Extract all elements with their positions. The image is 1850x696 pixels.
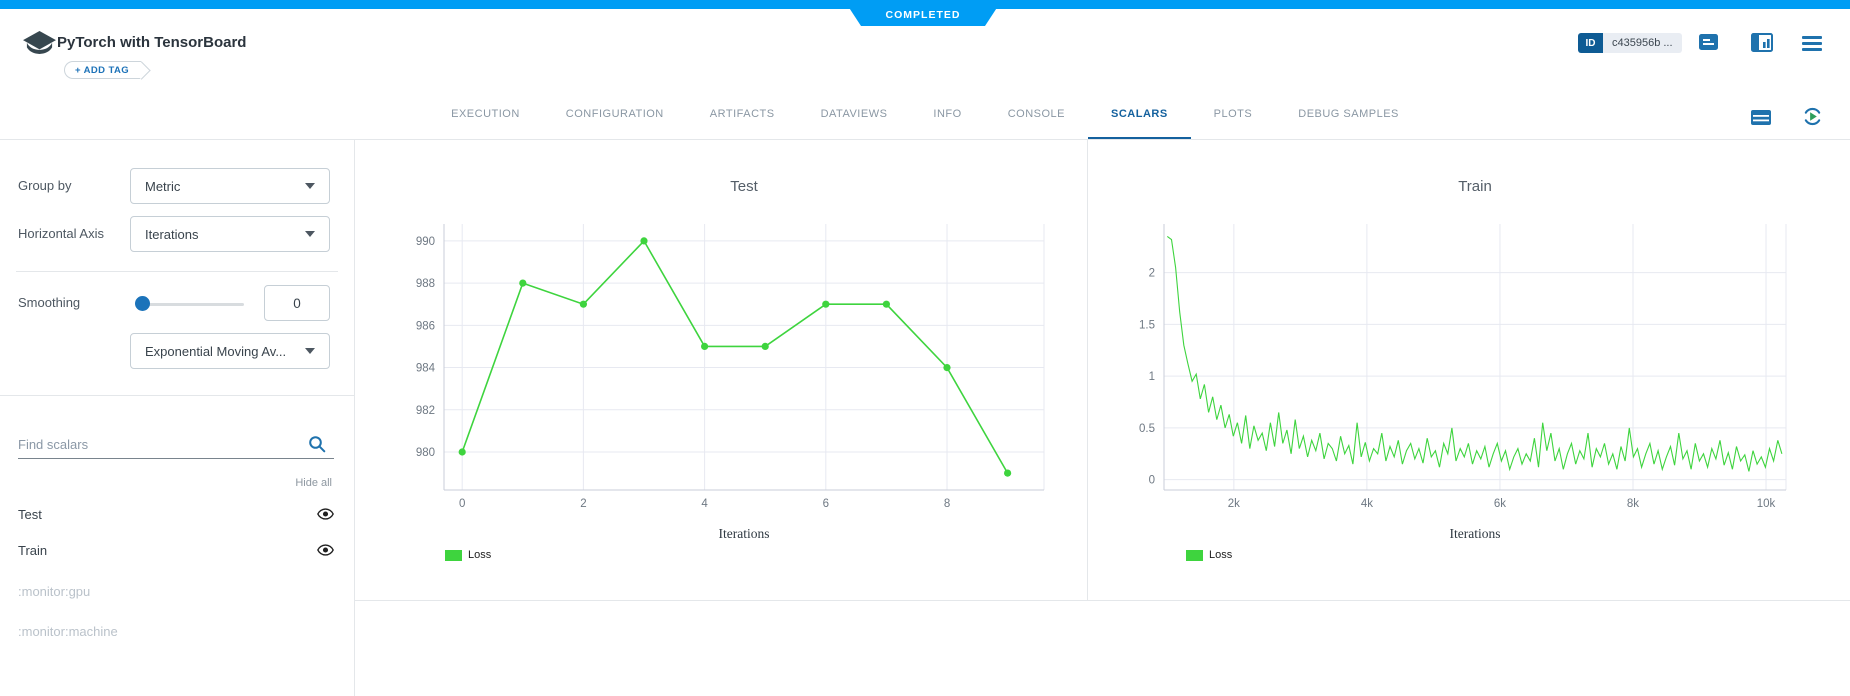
chart-title: Train — [1458, 178, 1492, 195]
smoothing-label: Smoothing — [18, 295, 81, 310]
horizontal-axis-label: Horizontal Axis — [18, 226, 104, 241]
horizontal-axis-select[interactable]: Iterations — [130, 216, 330, 252]
svg-text:986: 986 — [416, 320, 435, 332]
svg-text:0: 0 — [459, 498, 465, 510]
svg-text:2: 2 — [1149, 268, 1155, 280]
tab-configuration[interactable]: CONFIGURATION — [565, 107, 664, 120]
svg-text:4: 4 — [701, 498, 708, 510]
find-scalars-field — [18, 430, 334, 459]
id-value: c435956b ... — [1603, 33, 1682, 53]
monitor-row--monitor-machine[interactable]: :monitor:machine — [18, 624, 118, 639]
x-axis-label: Iterations — [718, 526, 770, 541]
svg-text:8: 8 — [944, 498, 950, 510]
group-by-select[interactable]: Metric — [130, 168, 330, 204]
smoothing-type-value: Exponential Moving Av... — [145, 343, 287, 359]
chevron-down-icon — [305, 231, 315, 237]
tab-dataviews[interactable]: DATAVIEWS — [820, 107, 888, 120]
status-badge: COMPLETED — [844, 0, 1002, 26]
chevron-down-icon — [305, 183, 315, 189]
svg-text:0: 0 — [1149, 475, 1155, 487]
tab-plots[interactable]: PLOTS — [1213, 107, 1253, 120]
svg-text:10k: 10k — [1757, 498, 1776, 510]
metric-label: Test — [18, 506, 42, 522]
comment-icon[interactable] — [1698, 33, 1719, 57]
legend-item-loss[interactable]: Loss — [445, 549, 491, 561]
page-title: PyTorch with TensorBoard — [57, 34, 247, 51]
sidebar-section-divider — [0, 395, 354, 396]
svg-text:8k: 8k — [1627, 498, 1639, 510]
legend-item-loss[interactable]: Loss — [1186, 549, 1232, 561]
legend-swatch — [1186, 549, 1203, 561]
svg-text:984: 984 — [416, 363, 436, 375]
legend-label: Loss — [1209, 549, 1233, 561]
hide-all-button[interactable]: Hide all — [295, 477, 332, 489]
legend-swatch — [445, 549, 462, 561]
table-view-icon[interactable] — [1750, 109, 1772, 131]
find-scalars-input[interactable] — [18, 430, 300, 458]
group-by-label: Group by — [18, 178, 72, 193]
horizontal-axis-value: Iterations — [145, 226, 199, 242]
content-top-divider — [0, 139, 1850, 140]
svg-text:2k: 2k — [1228, 498, 1240, 510]
test-chart-panel: Test 980 982 984 986 988 990 0 2 4 6 8 Iterations … — [355, 140, 1087, 600]
metric-row-test: Test — [18, 503, 334, 525]
svg-text:990: 990 — [416, 236, 435, 248]
svg-text:1: 1 — [1149, 371, 1155, 383]
test-chart-plot[interactable]: 980 982 984 986 988 990 0 2 4 6 8 — [394, 212, 1062, 520]
metric-label: Train — [18, 542, 48, 558]
x-axis-label: Iterations — [1449, 526, 1501, 541]
svg-text:0.5: 0.5 — [1139, 423, 1155, 435]
id-label: ID — [1578, 33, 1603, 53]
monitor-row--monitor-gpu[interactable]: :monitor:gpu — [18, 584, 91, 599]
svg-text:980: 980 — [416, 447, 435, 459]
svg-text:2: 2 — [580, 498, 586, 510]
train-chart-panel: Train 0 0.5 1 1.5 2 2k 4k 6k 8k 10k Iterations Lo… — [1088, 140, 1850, 600]
charts-bottom-divider — [355, 600, 1850, 601]
smoothing-slider-track[interactable] — [138, 303, 244, 306]
experiment-id-chip[interactable]: ID c435956b ... — [1578, 33, 1682, 53]
chevron-down-icon — [305, 348, 315, 354]
train-chart-plot[interactable]: 0 0.5 1 1.5 2 2k 4k 6k 8k 10k — [1114, 212, 1804, 520]
smoothing-slider-knob[interactable] — [135, 296, 150, 311]
experiment-logo-icon — [21, 29, 58, 65]
svg-text:4k: 4k — [1361, 498, 1373, 510]
svg-text:988: 988 — [416, 278, 435, 290]
tab-console[interactable]: CONSOLE — [1007, 107, 1065, 120]
eye-icon[interactable] — [317, 507, 334, 521]
smoothing-value-input[interactable] — [264, 285, 330, 321]
smoothing-type-select[interactable]: Exponential Moving Av... — [130, 333, 330, 369]
svg-text:982: 982 — [416, 405, 435, 417]
sidebar-section-divider — [16, 271, 338, 272]
sidebar-divider — [354, 140, 355, 696]
add-tag-button[interactable]: + ADD TAG — [64, 61, 142, 79]
chart-title: Test — [730, 178, 758, 195]
svg-text:6: 6 — [823, 498, 829, 510]
menu-icon[interactable] — [1802, 36, 1822, 54]
chart-panels-divider — [1087, 140, 1088, 600]
legend-label: Loss — [468, 549, 492, 561]
eye-icon[interactable] — [317, 543, 334, 557]
auto-refresh-icon[interactable] — [1802, 106, 1823, 132]
tab-scalars[interactable]: SCALARS — [1088, 90, 1191, 139]
tabs: EXECUTION CONFIGURATION ARTIFACTS DATAVIEWS… — [0, 90, 1850, 139]
tab-artifacts[interactable]: ARTIFACTS — [709, 107, 775, 120]
split-panel-icon[interactable] — [1751, 33, 1773, 57]
tab-info[interactable]: INFO — [933, 107, 962, 120]
search-icon[interactable] — [308, 435, 326, 458]
tab-debug-samples[interactable]: DEBUG SAMPLES — [1298, 107, 1399, 120]
svg-text:1.5: 1.5 — [1139, 319, 1155, 331]
svg-text:6k: 6k — [1494, 498, 1506, 510]
group-by-value: Metric — [145, 178, 181, 194]
metric-row-train: Train — [18, 539, 334, 561]
tab-execution[interactable]: EXECUTION — [451, 107, 520, 120]
